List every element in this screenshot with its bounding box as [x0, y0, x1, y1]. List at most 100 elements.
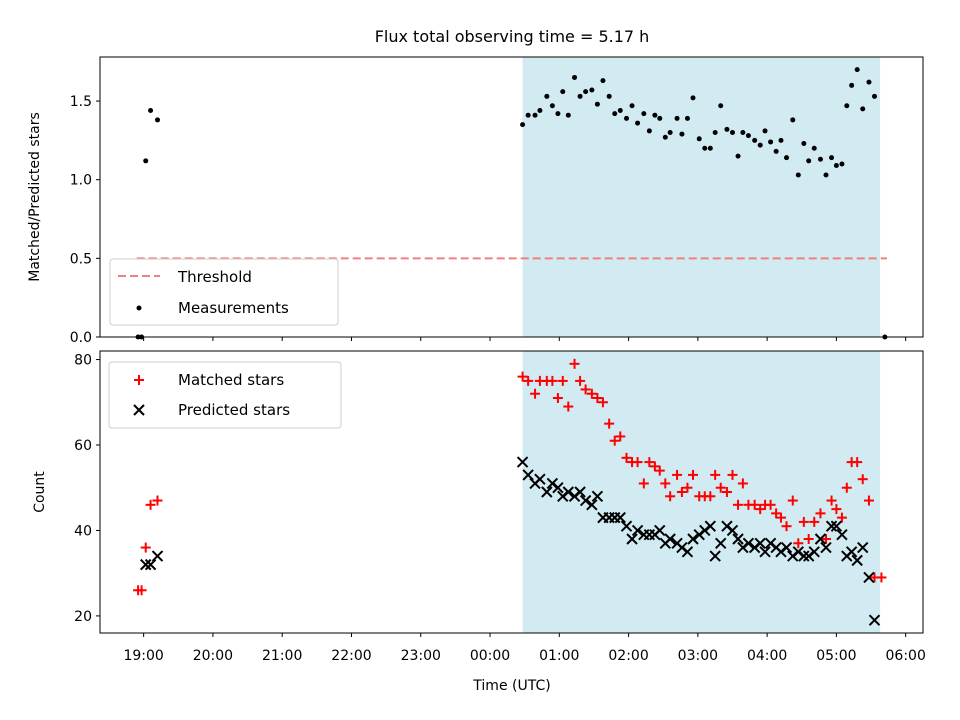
- predicted-star-point: [845, 546, 858, 558]
- matched-star-point: [530, 388, 541, 399]
- measurement-point: [629, 103, 635, 109]
- measurement-point: [690, 95, 696, 101]
- matched-star-point: [547, 375, 558, 386]
- measurement-point: [860, 106, 866, 112]
- top-legend-box: [109, 258, 339, 326]
- x-tick-label: 05:00: [816, 648, 856, 664]
- y-tick-label: 40: [74, 523, 92, 539]
- measurement-point: [143, 158, 149, 164]
- matched-star-point: [580, 384, 591, 395]
- matched-star-point: [644, 457, 655, 468]
- predicted-star-point: [144, 558, 157, 571]
- measurement-point: [801, 141, 807, 147]
- measurement-point: [594, 101, 600, 107]
- measurement-point: [577, 93, 583, 99]
- matched-star-point: [523, 375, 534, 386]
- legend-measurements-label: Measurements: [178, 299, 289, 317]
- measurement-point: [549, 103, 555, 109]
- legend-predicted-label: Predicted stars: [178, 401, 290, 419]
- top-y-axis: 0.0 0.5 1.0 1.5: [70, 94, 100, 346]
- matched-star-point: [615, 431, 626, 442]
- measurement-point: [712, 130, 718, 136]
- x-tick-label: 03:00: [678, 648, 718, 664]
- x-tick-label: 23:00: [401, 648, 441, 664]
- matched-star-point: [715, 482, 726, 493]
- predicted-star-point: [681, 546, 694, 558]
- predicted-star-point: [541, 486, 553, 498]
- matched-star-point: [586, 388, 597, 399]
- matched-star-point: [781, 521, 792, 532]
- matched-star-point: [136, 585, 147, 596]
- bottom-panel: 20 40 60 80 19:00 20:00 21:00 22:00 23:00 00:00 0…: [32, 350, 926, 694]
- predicted-star-point: [709, 550, 721, 562]
- matched-star-point: [672, 469, 683, 480]
- measurement-point: [757, 142, 763, 148]
- matched-star-point: [557, 375, 568, 386]
- top-legend: Threshold Measurements: [109, 258, 339, 326]
- matched-star-point: [749, 499, 760, 510]
- measurement-point: [154, 117, 160, 123]
- measurement-point: [617, 107, 623, 113]
- predicted-star-point: [857, 541, 869, 554]
- top-y-axis-label: Matched/Predicted stars: [27, 112, 43, 282]
- predicted-star-point: [614, 511, 626, 524]
- x-tick-label: 19:00: [123, 648, 163, 664]
- matched-star-point: [876, 572, 887, 583]
- measurement-point: [679, 131, 685, 137]
- measurement-point: [790, 117, 796, 123]
- predicted-star-point: [759, 546, 771, 558]
- y-tick-label: 80: [74, 353, 92, 369]
- predicted-star-point: [534, 473, 546, 485]
- measurement-point: [646, 128, 652, 134]
- measurement-point: [866, 79, 872, 85]
- legend-threshold-label: Threshold: [177, 268, 252, 286]
- measurement-point: [829, 155, 835, 161]
- matched-star-point: [765, 499, 776, 510]
- matched-star-point: [733, 499, 744, 510]
- measurement-point: [560, 89, 566, 95]
- matched-star-point: [857, 474, 868, 485]
- measurement-point: [729, 130, 735, 136]
- predicted-star-point: [586, 499, 598, 511]
- matched-star-point: [665, 491, 676, 502]
- predicted-star-point: [814, 533, 827, 545]
- predicted-star-point: [579, 494, 592, 507]
- measurement-point: [684, 115, 690, 121]
- matched-star-point: [688, 469, 699, 480]
- matched-star-point: [798, 516, 809, 527]
- matched-star-point: [621, 452, 632, 463]
- measurement-point: [823, 172, 829, 178]
- predicted-star-point: [562, 486, 575, 498]
- predicted-star-point: [825, 520, 838, 532]
- predicted-star-point: [798, 550, 810, 562]
- matched-star-point: [569, 358, 580, 369]
- measurement-point: [652, 112, 658, 118]
- x-tick-label: 00:00: [470, 648, 510, 664]
- x-tick-label: 06:00: [886, 648, 926, 664]
- predicted-star-point: [552, 482, 564, 494]
- x-tick-label: 04:00: [747, 648, 787, 664]
- x-axis-label: Time (UTC): [472, 678, 550, 694]
- legend-matched-swatch: [134, 375, 144, 385]
- measurement-point: [544, 93, 550, 99]
- x-tick-label: 02:00: [608, 648, 648, 664]
- predicted-star-point: [654, 524, 666, 537]
- matched-star-point: [863, 495, 874, 506]
- measurement-point: [778, 137, 784, 143]
- measurement-point: [589, 87, 595, 93]
- predicted-star-point: [732, 533, 744, 545]
- measurement-point: [773, 148, 779, 154]
- predicted-star-point: [631, 524, 644, 537]
- predicted-star-point: [780, 541, 793, 554]
- predicted-star-point: [715, 537, 727, 549]
- matched-star-point: [737, 478, 748, 489]
- predicted-star-point: [516, 456, 529, 468]
- matched-star-point: [592, 393, 603, 403]
- predicted-star-point: [626, 533, 638, 545]
- matched-star-point: [705, 491, 716, 502]
- measurement-point: [839, 161, 845, 167]
- matched-star-point: [815, 508, 826, 519]
- x-tick-label: 21:00: [262, 648, 302, 664]
- predicted-star-point: [620, 520, 633, 532]
- top-axes-frame: [99, 56, 924, 338]
